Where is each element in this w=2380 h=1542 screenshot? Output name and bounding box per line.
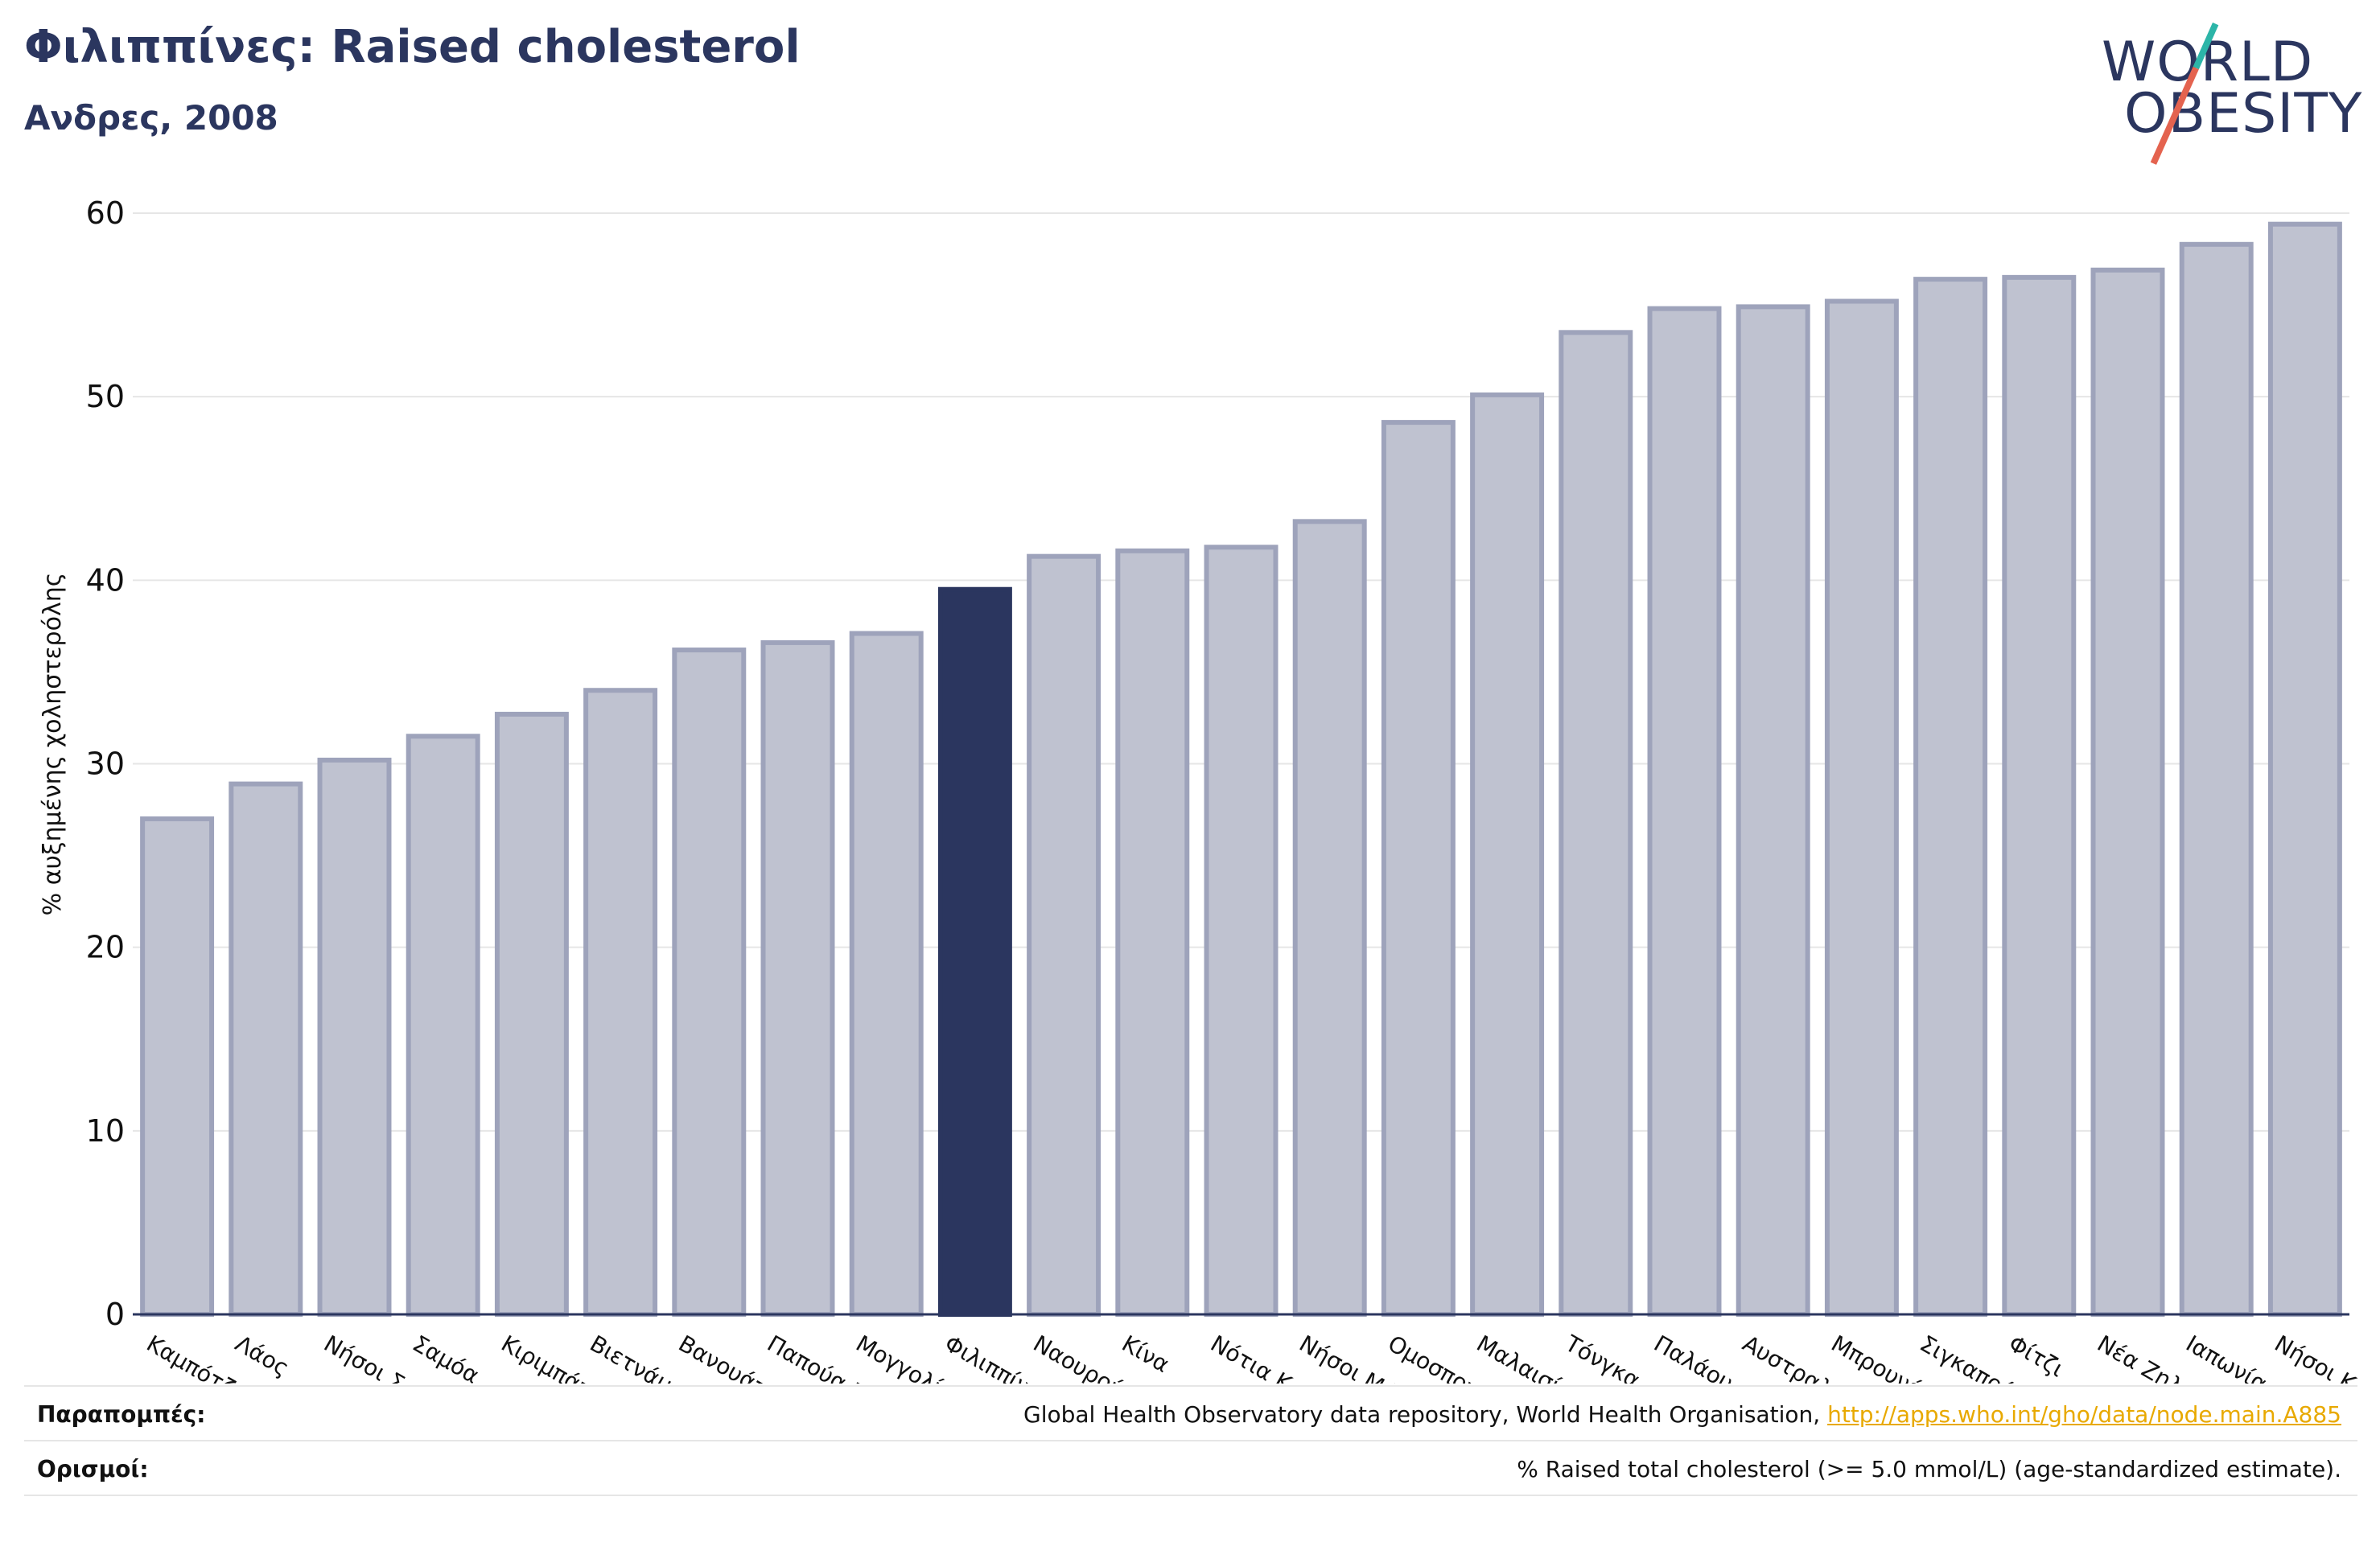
sources-label: Παραπομπές: xyxy=(37,1401,206,1428)
x-tick-label: Νήσοι Κουκ xyxy=(2270,1330,2380,1384)
x-tick-label: Μαλαισία xyxy=(1472,1330,1579,1384)
bar-10 xyxy=(937,586,1012,1317)
footer-bottom-rule xyxy=(24,1495,2357,1496)
y-tick-label: 0 xyxy=(105,1297,125,1332)
y-axis-label: % αυξημένης χοληστερόλης xyxy=(39,573,67,916)
x-tick-label: Λάος xyxy=(231,1330,294,1381)
sources-value: Global Health Observatory data repositor… xyxy=(1023,1401,2341,1428)
bar-1 xyxy=(140,816,215,1317)
bar-18 xyxy=(1647,306,1722,1318)
sources-text: Global Health Observatory data repositor… xyxy=(1023,1401,1828,1428)
bar-12 xyxy=(1115,548,1190,1317)
x-tick-label: Φίτζι xyxy=(2004,1330,2069,1382)
y-tick-label: 40 xyxy=(86,562,125,598)
bar-17 xyxy=(1559,330,1633,1317)
bar-19 xyxy=(1736,304,1810,1317)
sources-link[interactable]: http://apps.who.int/gho/data/node.main.A… xyxy=(1827,1401,2341,1428)
bar-6 xyxy=(583,688,658,1317)
chart-subtitle: Ανδρες, 2008 xyxy=(24,98,278,138)
bar-25 xyxy=(2267,221,2342,1318)
x-tick-label: Σαμόα xyxy=(408,1330,484,1384)
y-tick-label: 20 xyxy=(86,930,125,965)
bar-13 xyxy=(1204,545,1279,1317)
bar-3 xyxy=(317,757,392,1317)
y-tick-label: 10 xyxy=(86,1113,125,1149)
bar-24 xyxy=(2179,241,2254,1317)
bar-14 xyxy=(1292,519,1367,1317)
bar-9 xyxy=(849,631,924,1317)
chart-title: Φιλιππίνες: Raised cholesterol xyxy=(24,21,801,73)
bar-11 xyxy=(1027,553,1101,1317)
x-tick-label: Μογγολία xyxy=(851,1330,959,1384)
x-tick-label: Ναουρού xyxy=(1029,1330,1129,1384)
bar-22 xyxy=(2002,274,2077,1318)
bar-16 xyxy=(1470,392,1545,1317)
x-tick-label: Τόνγκα xyxy=(1560,1330,1645,1384)
bar-7 xyxy=(672,648,747,1317)
x-tick-label: Βιετνάμ xyxy=(586,1330,677,1384)
bar-5 xyxy=(494,711,569,1317)
x-tick-label: Κιριμπάτι xyxy=(496,1330,603,1384)
bar-23 xyxy=(2090,267,2165,1317)
bar-4 xyxy=(406,734,480,1317)
definitions-value: % Raised total cholesterol (>= 5.0 mmol/… xyxy=(1517,1456,2341,1482)
x-tick-label: Παλάου xyxy=(1649,1330,1738,1384)
y-tick-label: 60 xyxy=(86,195,125,231)
definitions-row: Ορισμοί: % Raised total cholesterol (>= … xyxy=(24,1440,2357,1495)
bar-2 xyxy=(229,781,303,1317)
sources-row: Παραπομπές: Global Health Observatory da… xyxy=(24,1385,2357,1440)
bar-15 xyxy=(1381,420,1456,1317)
x-tick-label: Ιαπωνία xyxy=(2181,1330,2271,1384)
bar-21 xyxy=(1913,277,1988,1317)
y-tick-labels: 0 10 20 30 40 50 60 xyxy=(86,195,125,1332)
definitions-label: Ορισμοί: xyxy=(37,1456,149,1482)
y-tick-label: 50 xyxy=(86,379,125,414)
bar-20 xyxy=(1824,298,1899,1317)
bars xyxy=(140,221,2342,1318)
world-obesity-logo: WORLD OBESITY xyxy=(2092,23,2361,169)
x-tick-label: Νήσοι Σολομώντα xyxy=(319,1330,509,1384)
bar-8 xyxy=(760,639,835,1317)
y-tick-label: 30 xyxy=(86,746,125,782)
x-tick-label: Καμπότζη xyxy=(142,1330,252,1384)
x-tick-label: Κίνα xyxy=(1118,1330,1174,1378)
